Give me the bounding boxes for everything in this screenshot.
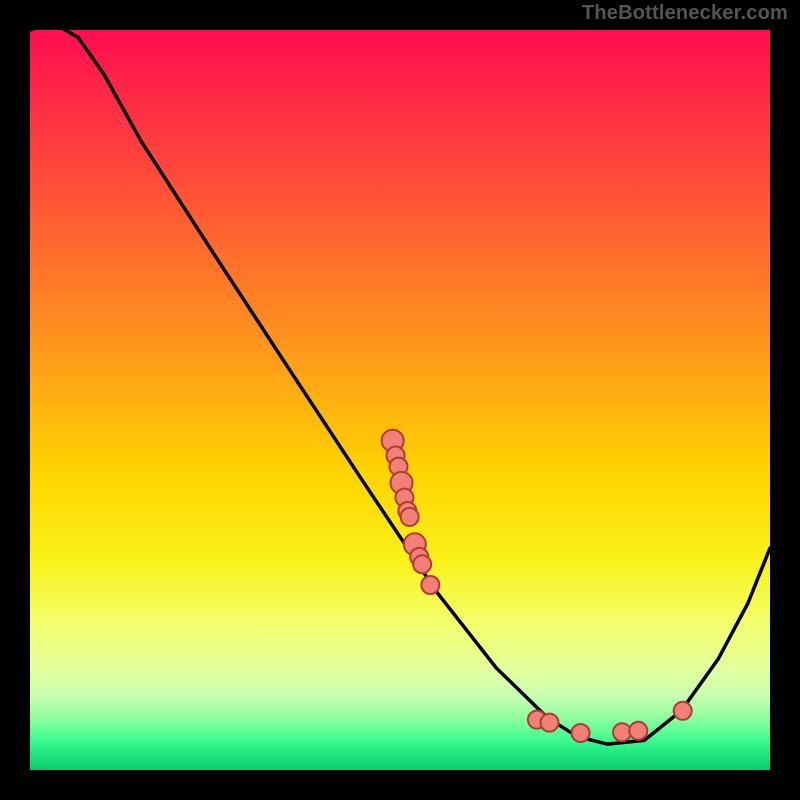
chart-container — [30, 30, 770, 770]
scatter-point — [413, 555, 431, 573]
scatter-point — [421, 576, 439, 594]
scatter-point — [540, 714, 558, 732]
scatter-point — [572, 724, 590, 742]
watermark-text: TheBottlenecker.com — [582, 2, 788, 25]
bottleneck-chart — [30, 30, 770, 770]
scatter-point — [401, 508, 419, 526]
scatter-point — [613, 723, 631, 741]
scatter-point — [629, 722, 647, 740]
scatter-point — [674, 702, 692, 720]
